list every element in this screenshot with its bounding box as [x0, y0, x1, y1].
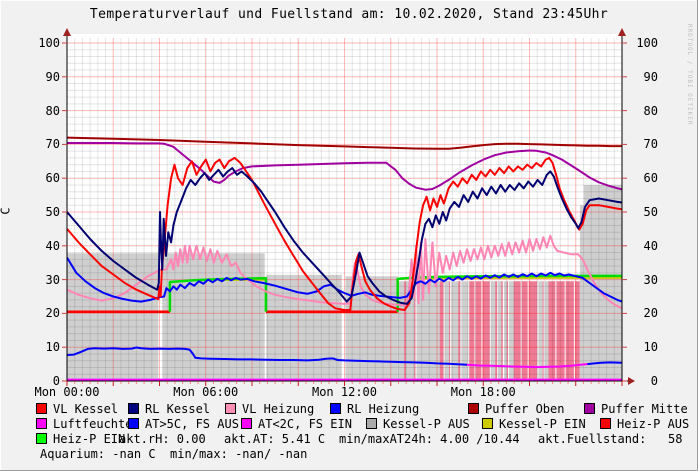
legend-item: akt.Fuellstand: 58 [538, 433, 683, 446]
legend-item: Aquarium: -nan C min/max: -nan/ -nan [40, 448, 307, 461]
y-tick-label-right: 90 [643, 69, 658, 84]
y-tick-label-right: 70 [643, 137, 658, 152]
x-tick-label: Mon 12:00 [311, 385, 378, 399]
chart-title: Temperaturverlauf und Fuellstand am: 10.… [89, 7, 609, 22]
y-tick-label-right: 40 [643, 238, 658, 253]
series-at-5c-fs-aus [587, 361, 623, 366]
y-tick-label-left: 100 [38, 36, 60, 50]
legend-label: VL Heizung [242, 402, 315, 416]
y-tick-label-right: 20 [643, 306, 658, 321]
legend-label: Kessel-P AUS [383, 417, 470, 431]
y-tick-label-left: 40 [45, 238, 60, 253]
legend-label: akt.Fuellstand: 58 [538, 432, 683, 446]
legend-swatch [36, 418, 47, 429]
legend-item: RL Kessel [128, 403, 210, 416]
series-puffer-oben [66, 136, 622, 150]
y-tick-label-left: 10 [45, 340, 60, 355]
legend-swatch [241, 418, 252, 429]
legend-item: Luftfeuchte [36, 418, 132, 431]
y-tick-label-right: 30 [643, 272, 658, 287]
series-rl-kessel [66, 167, 623, 305]
series-rl-heizung [66, 257, 623, 303]
y-tick-label-left: 60 [45, 171, 60, 186]
rrdtool-watermark: RRDTOOL / TOBI OETIKER [686, 24, 693, 126]
legend-label: Puffer Mitte [601, 402, 688, 416]
series-vl-heizung [66, 234, 623, 310]
legend-item: VL Kessel [36, 403, 118, 416]
y-tick-label-right: 0 [650, 374, 658, 388]
legend-label: Heiz-P EIN [53, 432, 126, 446]
y-tick-label-left: 70 [45, 137, 60, 152]
legend-item: min/maxAT24h: 4.00 /10.44 [339, 433, 520, 446]
x-tick-label: Mon 00:00 [34, 385, 100, 399]
legend-label: RL Kessel [145, 402, 211, 416]
series-at-2c-fs-ein [467, 363, 588, 369]
legend-swatch [330, 403, 341, 414]
legend-item: Puffer Oben [468, 403, 564, 416]
legend-swatch [128, 418, 139, 429]
series-vl-kessel [66, 156, 623, 311]
y-tick-label-left: 50 [45, 205, 60, 219]
legend-item: AT<2C, FS EIN [241, 418, 352, 431]
legend-label: Kessel-P EIN [499, 417, 586, 431]
legend-swatch [584, 403, 595, 414]
y-tick-label-left: 30 [45, 272, 60, 287]
legend-label: Puffer Oben [485, 402, 565, 416]
y-tick-label-left: 0 [52, 374, 60, 388]
legend-label: Luftfeuchte [53, 417, 133, 431]
x-tick-label: Mon 18:00 [450, 385, 516, 399]
y-tick-label-right: 10 [643, 340, 658, 355]
legend-label: akt.rH: 0.00 [119, 432, 206, 446]
legend-swatch [600, 418, 611, 429]
legend-label: RL Heizung [347, 402, 420, 416]
legend-label: VL Kessel [53, 402, 119, 416]
legend-swatch [128, 403, 139, 414]
legend-swatch [225, 403, 236, 414]
y-tick-label-right: 80 [643, 103, 658, 118]
legend-item: Heiz-P AUS [600, 418, 689, 431]
legend-swatch [468, 403, 479, 414]
legend-swatch [366, 418, 377, 429]
x-tick-label: Mon 06:00 [173, 385, 239, 399]
legend-item: Kessel-P AUS [366, 418, 470, 431]
legend-label: AT<2C, FS EIN [258, 417, 352, 431]
legend-item: VL Heizung [225, 403, 314, 416]
legend-swatch [36, 433, 47, 444]
legend-label: Heiz-P AUS [617, 417, 690, 431]
legend-item: akt.rH: 0.00 [119, 433, 206, 446]
legend-item: Heiz-P EIN [36, 433, 125, 446]
legend-label: AT>5C, FS AUS [145, 417, 239, 431]
y-tick-label-right: 100 [636, 36, 658, 50]
legend-label: Aquarium: -nan C min/max: -nan/ -nan [40, 447, 308, 461]
legend-label: akt.AT: 5.41 C [224, 432, 326, 446]
y-tick-label-left: 80 [45, 103, 60, 118]
legend-item: Kessel-P EIN [482, 418, 586, 431]
y-tick-label-left: 90 [45, 69, 60, 84]
legend-item: akt.AT: 5.41 C [224, 433, 325, 446]
legend-item: RL Heizung [330, 403, 419, 416]
legend-swatch [482, 418, 493, 429]
y-tick-label-right: 60 [643, 171, 658, 186]
y-tick-label-right: 50 [643, 205, 658, 219]
legend-item: AT>5C, FS AUS [128, 418, 239, 431]
series-at-5c-fs-aus [66, 346, 468, 366]
y-tick-label-left: 20 [45, 306, 60, 321]
legend-label: min/maxAT24h: 4.00 /10.44 [339, 432, 520, 446]
legend-swatch [36, 403, 47, 414]
legend-item: Puffer Mitte [584, 403, 688, 416]
